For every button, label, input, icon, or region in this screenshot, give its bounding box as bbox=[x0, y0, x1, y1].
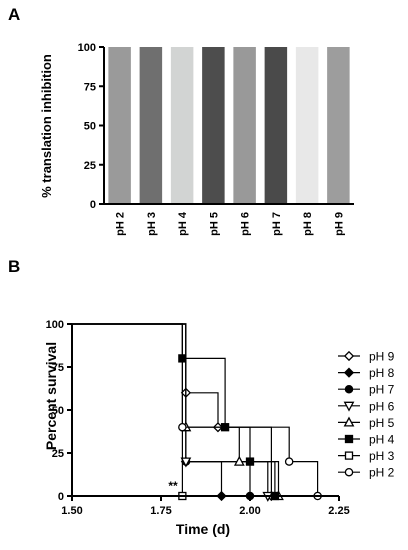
series-line-ph-3 bbox=[72, 323, 183, 496]
bar-chart-x-tick-label: pH 5 bbox=[208, 212, 220, 236]
legend-marker-ph-5 bbox=[343, 416, 355, 427]
series-marker-ph-4 bbox=[245, 457, 255, 466]
bar-ph-6 bbox=[233, 47, 256, 204]
bar-ph-5 bbox=[202, 47, 225, 204]
survival-y-tick-label: 75 bbox=[52, 362, 64, 374]
survival-x-axis-title: Time (d) bbox=[176, 521, 230, 537]
survival-x-tick-label: 1.75 bbox=[150, 505, 171, 517]
series-marker-ph-6 bbox=[180, 457, 192, 468]
legend-marker-ph-9 bbox=[343, 350, 355, 362]
series-line-ph-9 bbox=[72, 323, 272, 496]
series-marker-ph-2 bbox=[284, 457, 294, 466]
bar-chart-y-tick-label: 0 bbox=[90, 199, 96, 211]
legend-label-ph-2: pH 2 bbox=[369, 466, 395, 480]
bar-chart-x-tick-label: pH 9 bbox=[333, 212, 345, 236]
series-line-ph-4 bbox=[72, 323, 276, 496]
bar-ph-3 bbox=[139, 47, 163, 204]
legend-label-ph-8: pH 8 bbox=[369, 366, 395, 380]
bar-ph-9 bbox=[327, 47, 350, 204]
bar-ph-7 bbox=[264, 47, 288, 204]
legend-label-ph-6: pH 6 bbox=[369, 399, 395, 413]
series-line-ph-7 bbox=[72, 323, 251, 496]
bar-chart-x-tick-label: pH 4 bbox=[177, 211, 189, 236]
legend-label-ph-5: pH 5 bbox=[369, 416, 395, 430]
legend-marker-ph-4 bbox=[344, 434, 354, 444]
bar-ph-8 bbox=[295, 47, 319, 204]
legend-label-ph-9: pH 9 bbox=[369, 350, 395, 364]
legend-label-ph-4: pH 4 bbox=[369, 433, 395, 447]
bar-chart-y-tick-label: 75 bbox=[84, 81, 96, 93]
legend-marker-ph-3 bbox=[344, 451, 354, 460]
survival-legend: pH 9 pH 8 pH 7 pH 6 pH 5 pH 4 pH 3 pH 2 bbox=[338, 350, 395, 480]
survival-y-tick-label: 100 bbox=[46, 319, 64, 331]
panel-b-label: B bbox=[8, 257, 20, 276]
series-line-ph-8 bbox=[72, 323, 223, 496]
bar-ph-2 bbox=[108, 47, 131, 204]
bar-chart-x-tick-label: pH 8 bbox=[302, 212, 314, 236]
series-marker-ph-2 bbox=[178, 422, 187, 432]
series-line-ph-6 bbox=[72, 323, 269, 496]
series-line-ph-2 bbox=[72, 323, 319, 496]
legend-marker-ph-2 bbox=[344, 467, 354, 477]
survival-x-tick-label: 1.50 bbox=[61, 505, 82, 517]
series-marker-ph-5 bbox=[233, 455, 245, 466]
legend-marker-ph-7 bbox=[344, 384, 354, 394]
survival-y-tick-label: 25 bbox=[52, 448, 64, 460]
bar-ph-4 bbox=[170, 47, 194, 204]
survival-y-tick-label: 50 bbox=[52, 405, 64, 417]
bar-chart-x-tick-label: pH 2 bbox=[115, 212, 127, 236]
bar-chart-translation-inhibition: % translation inhibition 0 25 50 75 100 pH 2 p… bbox=[39, 42, 354, 236]
survival-y-axis-title: Percent survival bbox=[43, 342, 59, 450]
legend-marker-ph-6 bbox=[343, 401, 355, 412]
bar-chart-y-tick-label: 100 bbox=[78, 42, 96, 54]
survival-x-tick-label: 2.25 bbox=[328, 505, 349, 517]
series-line-ph-5 bbox=[72, 323, 280, 496]
bar-chart-x-tick-label: pH 3 bbox=[146, 212, 158, 236]
bar-chart-y-axis-title: % translation inhibition bbox=[39, 54, 54, 198]
bar-chart-x-tick-label: pH 6 bbox=[240, 212, 252, 236]
bar-chart-y-tick-label: 25 bbox=[84, 160, 96, 172]
survival-y-tick-label: 0 bbox=[58, 491, 64, 503]
bar-chart-x-tick-label: pH 7 bbox=[271, 212, 283, 236]
bar-chart-y-tick-label: 50 bbox=[84, 121, 96, 133]
legend-marker-ph-8 bbox=[343, 367, 355, 378]
significance-annotation: ** bbox=[168, 479, 178, 493]
survival-x-tick-label: 2.00 bbox=[239, 505, 260, 517]
legend-label-ph-7: pH 7 bbox=[369, 383, 395, 397]
legend-label-ph-3: pH 3 bbox=[369, 449, 395, 463]
survival-chart: Percent survival Time (d) ** 0 25 50 75 100 1… bbox=[43, 319, 350, 537]
panel-a-label: A bbox=[8, 5, 20, 24]
